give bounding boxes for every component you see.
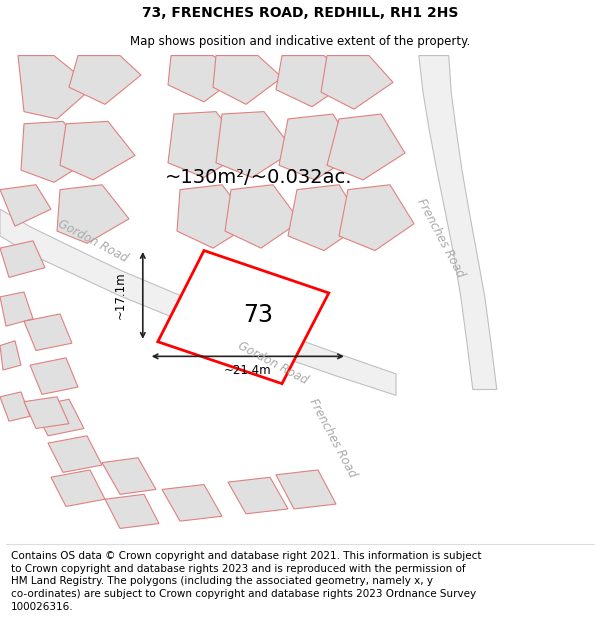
Polygon shape: [51, 470, 105, 506]
Polygon shape: [279, 114, 357, 180]
Polygon shape: [158, 251, 329, 384]
Polygon shape: [0, 209, 396, 396]
Polygon shape: [48, 436, 102, 472]
Polygon shape: [24, 314, 72, 351]
Polygon shape: [0, 392, 30, 421]
Polygon shape: [177, 185, 252, 248]
Text: Gordon Road: Gordon Road: [236, 339, 310, 387]
Polygon shape: [288, 185, 363, 251]
Polygon shape: [0, 185, 51, 226]
Polygon shape: [225, 185, 300, 248]
Polygon shape: [0, 292, 33, 326]
Polygon shape: [24, 397, 69, 429]
Polygon shape: [168, 56, 240, 102]
Polygon shape: [168, 112, 246, 178]
Polygon shape: [18, 56, 93, 119]
Text: ~17.1m: ~17.1m: [113, 272, 127, 319]
Polygon shape: [321, 56, 393, 109]
Text: Frenches Road: Frenches Road: [307, 396, 359, 480]
Polygon shape: [30, 357, 78, 394]
Text: Frenches Road: Frenches Road: [415, 197, 467, 280]
Polygon shape: [276, 56, 351, 107]
Text: Map shows position and indicative extent of the property.: Map shows position and indicative extent…: [130, 35, 470, 48]
Polygon shape: [419, 56, 497, 389]
Polygon shape: [102, 458, 156, 494]
Text: 73: 73: [243, 303, 273, 328]
Polygon shape: [33, 399, 84, 436]
Polygon shape: [60, 121, 135, 180]
Polygon shape: [0, 341, 21, 370]
Polygon shape: [216, 112, 294, 178]
Text: ~130m²/~0.032ac.: ~130m²/~0.032ac.: [165, 168, 353, 187]
Polygon shape: [69, 56, 141, 104]
Text: 73, FRENCHES ROAD, REDHILL, RH1 2HS: 73, FRENCHES ROAD, REDHILL, RH1 2HS: [142, 6, 458, 20]
Polygon shape: [0, 241, 45, 278]
Polygon shape: [105, 494, 159, 529]
Polygon shape: [339, 185, 414, 251]
Text: Contains OS data © Crown copyright and database right 2021. This information is : Contains OS data © Crown copyright and d…: [11, 551, 481, 612]
Polygon shape: [327, 114, 405, 180]
Text: Gordon Road: Gordon Road: [56, 217, 130, 265]
Polygon shape: [213, 56, 282, 104]
Polygon shape: [21, 121, 93, 182]
Polygon shape: [162, 484, 222, 521]
Text: ~21.4m: ~21.4m: [224, 364, 272, 378]
Polygon shape: [228, 478, 288, 514]
Polygon shape: [57, 185, 129, 243]
Polygon shape: [276, 470, 336, 509]
